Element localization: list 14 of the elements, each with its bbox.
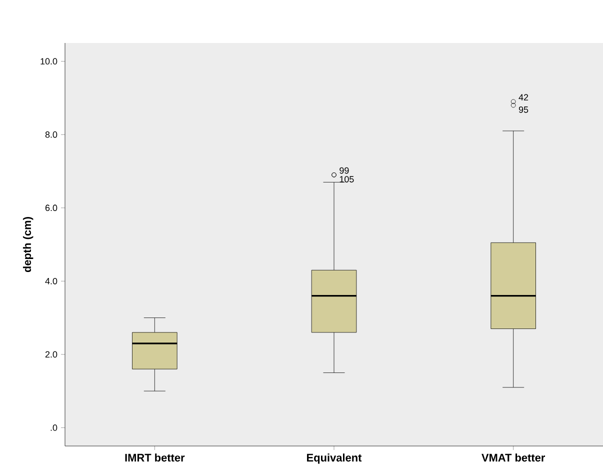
annotation: 42	[518, 94, 528, 100]
x-tick-label: VMAT better	[482, 454, 546, 462]
x-tick-label: Equivalent	[307, 454, 362, 464]
y-tick-label: 6.0	[45, 204, 58, 212]
x-tick-label: IMRT better	[125, 454, 185, 462]
y-tick-label: 4.0	[45, 278, 58, 284]
annotation: 95	[518, 106, 528, 113]
y-tick-label: 8.0	[45, 131, 58, 138]
y-tick-label: 10.0	[40, 58, 58, 64]
y-tick-label: 2.0	[45, 351, 58, 358]
annotation: 99	[340, 167, 349, 174]
annotation: 105	[340, 176, 354, 182]
y-tick-label: .0	[50, 424, 58, 431]
y-axis-title: depth (cm)	[22, 217, 34, 272]
